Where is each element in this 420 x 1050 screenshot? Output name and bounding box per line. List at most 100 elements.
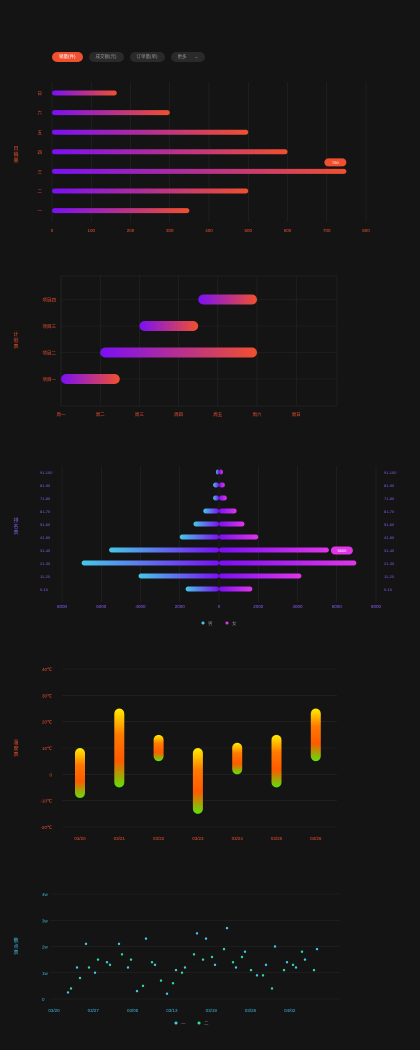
- scatter-point: [153, 963, 157, 967]
- scatter-point: [192, 953, 196, 956]
- bar: [310, 708, 321, 762]
- bar: [153, 734, 164, 762]
- scatter-point: [294, 966, 298, 969]
- scatter-point: [222, 947, 226, 951]
- scatter-point: [210, 955, 214, 959]
- y-tick-label: 10℃: [42, 746, 53, 751]
- x-tick-label: 8000: [57, 604, 68, 609]
- scatter-point: [108, 963, 112, 967]
- x-tick-label: 400: [205, 228, 213, 233]
- scatter-chart: 4w 3w 2w 1w 0 散点表 03/20 03/27 03/05 03/13 03/19 03/…: [13, 892, 340, 1026]
- x-tick-label: 03/22: [153, 836, 165, 841]
- x-tick-label: 03/25: [271, 836, 283, 841]
- y-tick-label: 五: [38, 130, 43, 135]
- bar-male: [138, 573, 219, 579]
- y-axis-title: 表: [13, 343, 18, 350]
- legend-dot-female: [225, 621, 229, 625]
- x-tick-label: 周二: [96, 412, 105, 418]
- x-tick-label: 4000: [135, 604, 146, 609]
- scatter-point: [282, 968, 286, 972]
- y-axis-title: 表: [13, 949, 18, 956]
- bar-female: [219, 482, 225, 488]
- tab-sales-volume[interactable]: 销量(件): [52, 52, 83, 62]
- y-tick-label: 40℃: [42, 667, 53, 672]
- x-tick-label: 0: [218, 604, 221, 609]
- y-axis-title: 度: [13, 745, 18, 752]
- y-tick-label: 4w: [42, 892, 49, 897]
- bar-male: [193, 521, 219, 527]
- tab-more[interactable]: 更多 ⌄: [170, 52, 206, 62]
- bar-male: [213, 482, 219, 488]
- y-tick-label: 11-20: [40, 574, 51, 579]
- x-tick-label: 4000: [292, 604, 303, 609]
- y-tick-label: 0: [49, 772, 52, 777]
- bar: [61, 374, 120, 384]
- scatter-point: [135, 989, 139, 993]
- tab-turnover[interactable]: 成交额(元): [88, 52, 124, 62]
- plot-frame: [60, 275, 338, 407]
- legend-label-series-2: 二: [204, 1021, 209, 1026]
- y-axis-title: 计: [13, 331, 18, 338]
- bar-male: [179, 534, 219, 540]
- scatter-point: [315, 947, 319, 951]
- scatter-point: [225, 926, 229, 930]
- scatter-point: [261, 974, 265, 977]
- y-axis-title: 名: [13, 523, 18, 530]
- scatter-point: [303, 958, 307, 961]
- bar: [52, 208, 190, 214]
- x-tick-label: 500: [244, 228, 252, 233]
- y-tick-label: 71-80: [40, 496, 51, 501]
- y-tick-label: 一: [38, 209, 43, 214]
- bar-female: [219, 560, 357, 566]
- scatter-point: [183, 966, 187, 969]
- y-axis-title: 划: [13, 337, 18, 344]
- y-tick-label: 3w: [42, 918, 49, 923]
- scatter-point: [213, 963, 217, 967]
- y-tick-label: 项目三: [43, 324, 57, 330]
- x-tick-label: 03/26: [310, 836, 322, 841]
- scatter-point: [231, 961, 235, 964]
- x-tick-label: 6000: [332, 604, 343, 609]
- metric-tabs: 销量(件) 成交额(元) 订单量(单) 更多 ⌄: [52, 52, 206, 62]
- x-tick-label: 周四: [174, 412, 183, 418]
- bar: [139, 321, 199, 331]
- scatter-point: [174, 968, 178, 972]
- scatter-point: [255, 974, 259, 977]
- bar: [114, 708, 125, 788]
- x-tick-label: 周一: [57, 412, 66, 418]
- scatter-point: [195, 932, 199, 935]
- y-tick-label: 20℃: [42, 720, 53, 725]
- y-tick-label-right: 91-100: [384, 470, 397, 475]
- bar: [52, 110, 170, 116]
- bar-male: [109, 547, 219, 553]
- bar-female: [219, 586, 253, 592]
- x-tick-label: 6000: [96, 604, 107, 609]
- y-tick-label: 二: [38, 189, 43, 194]
- tooltip-badge: [324, 158, 347, 167]
- scatter-point: [96, 958, 100, 961]
- y-tick-label: -10℃: [40, 799, 53, 804]
- x-tick-label: 8000: [371, 604, 382, 609]
- legend-label-male: 男: [208, 621, 213, 627]
- scatter-point: [165, 992, 169, 995]
- scatter-point: [273, 945, 277, 948]
- x-tick-label: 03/05: [127, 1008, 139, 1013]
- x-tick-label: 03/20: [74, 836, 86, 841]
- bar-female: [219, 573, 302, 579]
- tooltip-label: 750: [332, 160, 339, 165]
- bar: [198, 294, 257, 305]
- scatter-point: [300, 950, 304, 953]
- tab-order-count[interactable]: 订单量(单): [129, 52, 165, 62]
- x-tick-label: 100: [87, 228, 95, 233]
- y-tick-label: 0: [42, 997, 45, 1002]
- bar: [52, 168, 347, 174]
- y-tick-label: 30℃: [42, 693, 53, 698]
- x-tick-label: 03/23: [192, 836, 204, 841]
- scatter-point: [204, 937, 208, 940]
- scatter-point: [243, 950, 247, 953]
- y-tick-label: 21-30: [40, 561, 51, 566]
- y-tick-label-right: 31-40: [384, 548, 395, 553]
- y-tick-label: 1w: [42, 971, 49, 976]
